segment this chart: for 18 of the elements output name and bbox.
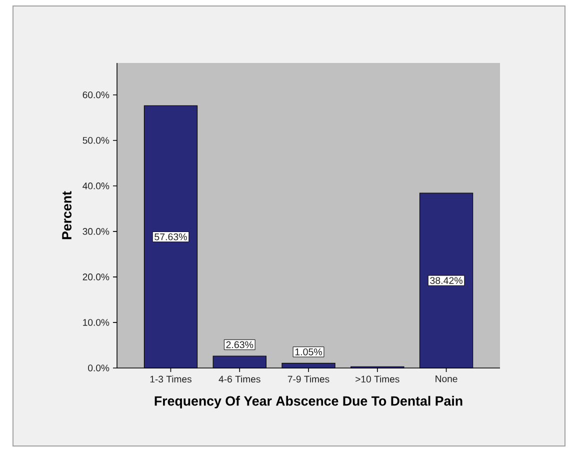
x-tick-label: 4-6 Times <box>218 376 260 383</box>
y-axis-title: Percent <box>62 191 72 240</box>
data-label: 1.05% <box>295 348 322 356</box>
x-tick-label: >10 Times <box>356 376 400 383</box>
x-tick-label: 7-9 Times <box>288 376 330 383</box>
y-tick-label: 20.0% <box>82 274 110 280</box>
x-tick-label: None <box>436 376 458 382</box>
x-tick-label: 1-3 Times <box>150 376 192 383</box>
data-label: 38.42% <box>430 277 462 284</box>
y-tick-label: 40.0% <box>82 182 110 190</box>
y-tick-label: 0.0% <box>88 364 110 372</box>
y-tick-label: 50.0% <box>82 136 110 144</box>
data-label: 2.63% <box>226 341 254 348</box>
y-tick-label: 10.0% <box>83 319 110 326</box>
y-tick-label: 30.0% <box>82 228 110 235</box>
y-tick-label: 60.0% <box>82 91 110 98</box>
x-axis-title: Frequency Of Year Abscence Due To Dental Pain <box>154 396 462 408</box>
data-label: 57.63% <box>154 233 187 240</box>
